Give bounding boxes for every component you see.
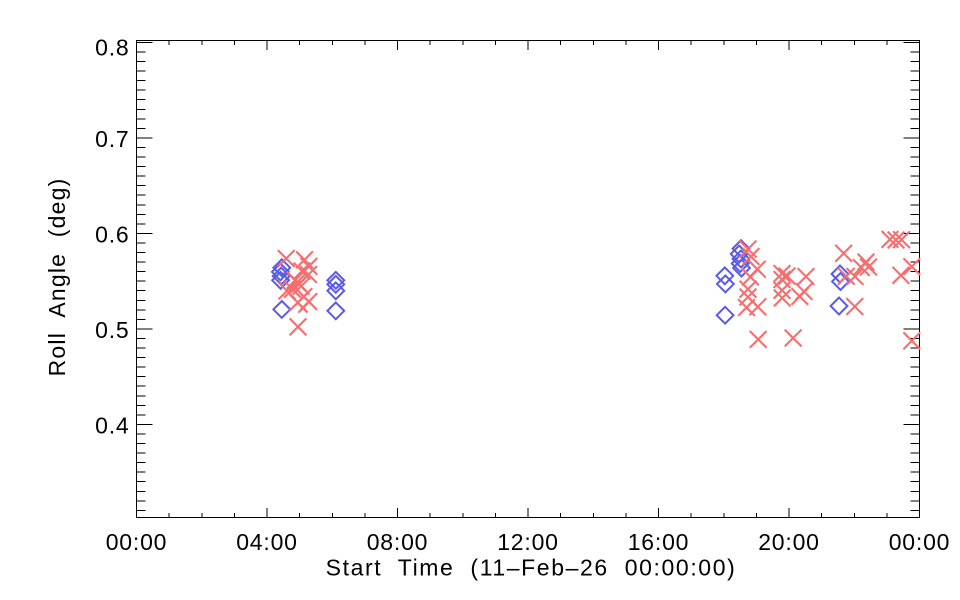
svg-text:12:00: 12:00 [497, 529, 559, 555]
svg-text:08:00: 08:00 [367, 529, 429, 555]
svg-text:04:00: 04:00 [236, 529, 298, 555]
svg-text:0.7: 0.7 [95, 126, 129, 152]
svg-text:0.5: 0.5 [95, 317, 129, 343]
svg-text:0.4: 0.4 [95, 412, 129, 438]
svg-text:Roll Angle (deg): Roll Angle (deg) [44, 178, 70, 377]
svg-text:Start Time (11–Feb–26 00:00:00: Start Time (11–Feb–26 00:00:00) [326, 555, 737, 581]
svg-text:16:00: 16:00 [628, 529, 690, 555]
svg-text:20:00: 20:00 [758, 529, 820, 555]
svg-text:00:00: 00:00 [889, 529, 951, 555]
svg-text:0.6: 0.6 [95, 221, 129, 247]
svg-text:0.8: 0.8 [95, 35, 129, 61]
svg-text:00:00: 00:00 [106, 529, 168, 555]
